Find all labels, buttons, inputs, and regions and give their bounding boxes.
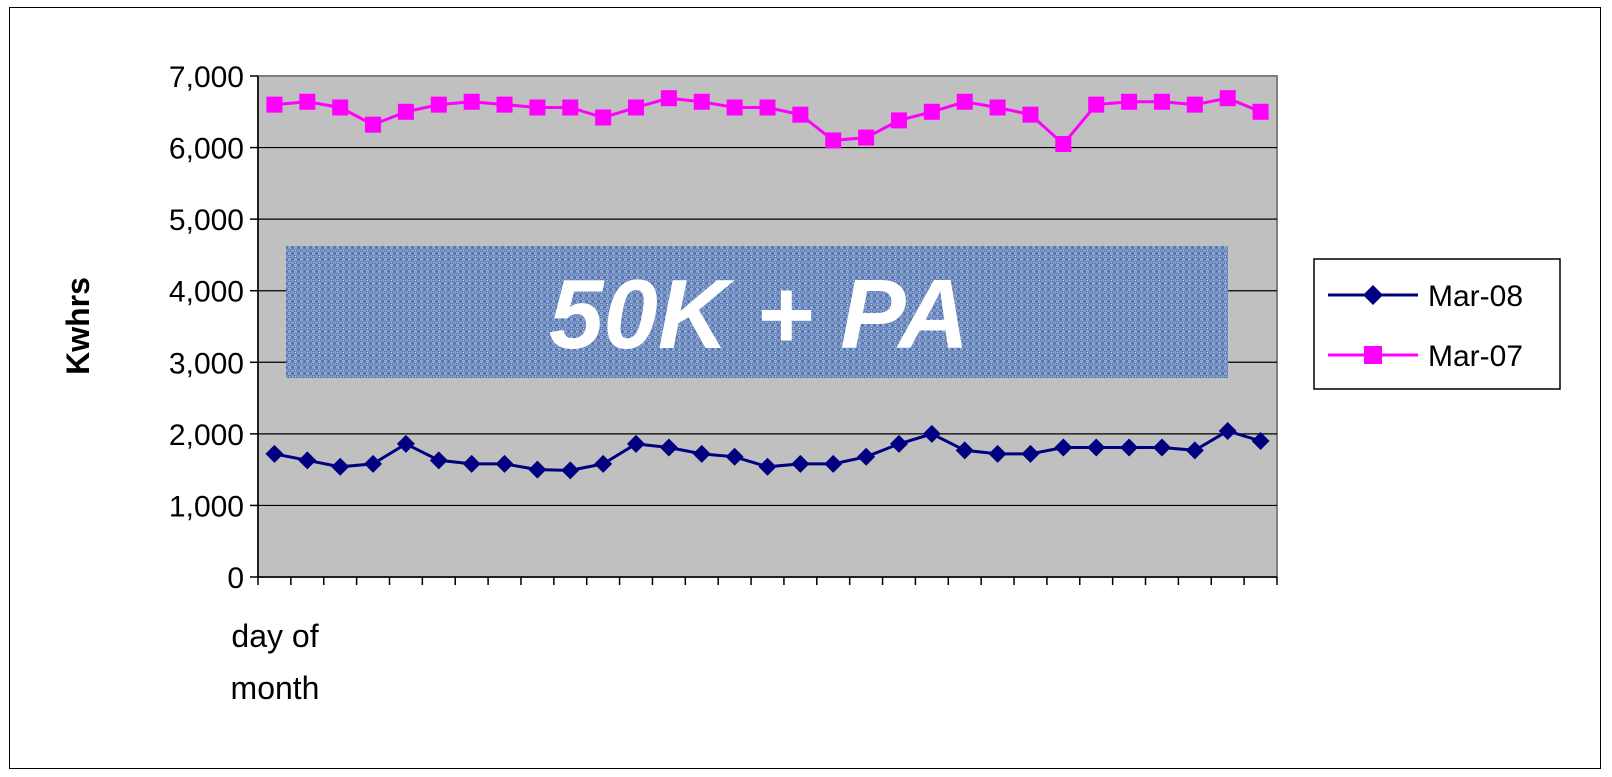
x-axis-title-line-1: day of xyxy=(231,618,318,654)
data-point-mar-07 xyxy=(858,129,875,146)
data-point-mar-08 xyxy=(298,451,317,470)
y-tick-label: 5,000 xyxy=(169,204,244,237)
data-point-mar-07 xyxy=(1121,93,1138,110)
data-point-mar-07 xyxy=(1055,135,1072,152)
data-point-mar-07 xyxy=(989,99,1006,116)
data-point-mar-08 xyxy=(364,454,383,473)
annotation-background xyxy=(286,246,1228,378)
x-axis-title-line-2: month xyxy=(231,670,320,706)
data-point-mar-08 xyxy=(857,447,876,466)
data-point-mar-08 xyxy=(561,461,580,480)
data-point-mar-08 xyxy=(1185,441,1204,460)
data-point-mar-08 xyxy=(922,424,941,443)
data-point-mar-08 xyxy=(988,444,1007,463)
data-point-mar-07 xyxy=(332,99,349,116)
data-point-mar-08 xyxy=(824,454,843,473)
data-point-mar-08 xyxy=(627,434,646,453)
data-point-mar-08 xyxy=(758,457,777,476)
data-point-mar-08 xyxy=(1152,438,1171,457)
data-point-mar-08 xyxy=(265,444,284,463)
data-point-mar-08 xyxy=(692,444,711,463)
data-point-mar-07 xyxy=(266,96,283,113)
legend: Mar-08 Mar-07 xyxy=(1313,258,1561,390)
data-point-mar-07 xyxy=(792,106,809,123)
data-point-mar-08 xyxy=(1251,432,1270,451)
y-tick-label: 2,000 xyxy=(169,419,244,452)
series-layer xyxy=(265,90,1270,480)
annotation-text: 50K + PA xyxy=(549,259,969,369)
data-point-mar-07 xyxy=(1252,103,1269,120)
data-point-mar-07 xyxy=(365,116,382,133)
data-point-mar-07 xyxy=(595,109,612,126)
data-point-mar-08 xyxy=(462,454,481,473)
data-point-mar-08 xyxy=(1021,444,1040,463)
legend-marker-mar-07 xyxy=(1364,346,1382,364)
series-mar-08 xyxy=(265,421,1270,480)
data-point-mar-07 xyxy=(529,99,546,116)
data-point-mar-07 xyxy=(825,132,842,149)
data-point-mar-08 xyxy=(955,441,974,460)
y-tick-label: 0 xyxy=(227,562,244,595)
data-point-mar-07 xyxy=(1219,90,1236,107)
data-point-mar-07 xyxy=(299,93,316,110)
data-point-mar-08 xyxy=(659,438,678,457)
data-point-mar-08 xyxy=(1120,438,1139,457)
data-point-mar-07 xyxy=(726,99,743,116)
data-point-mar-08 xyxy=(1054,438,1073,457)
data-point-mar-08 xyxy=(495,454,514,473)
data-point-mar-08 xyxy=(889,434,908,453)
data-point-mar-07 xyxy=(430,96,447,113)
data-point-mar-08 xyxy=(594,454,613,473)
legend-marker-mar-08 xyxy=(1363,285,1383,305)
data-point-mar-08 xyxy=(429,451,448,470)
data-point-mar-07 xyxy=(1186,96,1203,113)
data-point-mar-08 xyxy=(528,460,547,479)
data-point-mar-07 xyxy=(923,103,940,120)
y-tick-label: 7,000 xyxy=(169,61,244,94)
legend-label-mar-07: Mar-07 xyxy=(1428,340,1523,373)
y-axis: 0 1,000 2,000 3,000 4,000 5,000 6,000 7,000 xyxy=(169,61,259,595)
data-point-mar-07 xyxy=(1088,96,1105,113)
data-point-mar-07 xyxy=(397,103,414,120)
y-tick-label: 3,000 xyxy=(169,347,244,380)
data-point-mar-07 xyxy=(660,90,677,107)
data-point-mar-07 xyxy=(463,93,480,110)
y-axis-title: Kwhrs xyxy=(60,277,96,375)
data-point-mar-07 xyxy=(693,93,710,110)
legend-label-mar-08: Mar-08 xyxy=(1428,280,1523,313)
annotation-box: 50K + PA xyxy=(286,246,1228,378)
data-point-mar-08 xyxy=(1087,438,1106,457)
data-point-mar-07 xyxy=(759,99,776,116)
data-point-mar-08 xyxy=(396,434,415,453)
y-tick-label: 6,000 xyxy=(169,133,244,166)
data-point-mar-07 xyxy=(562,99,579,116)
data-point-mar-08 xyxy=(791,454,810,473)
y-tick-label: 4,000 xyxy=(169,276,244,309)
data-point-mar-07 xyxy=(956,93,973,110)
legend-box xyxy=(1313,258,1561,390)
x-axis xyxy=(257,576,1278,585)
series-mar-07 xyxy=(266,90,1269,152)
data-point-mar-08 xyxy=(331,457,350,476)
data-point-mar-07 xyxy=(1153,93,1170,110)
data-point-mar-07 xyxy=(890,112,907,129)
data-point-mar-08 xyxy=(1218,421,1237,440)
data-point-mar-08 xyxy=(725,447,744,466)
data-point-mar-07 xyxy=(628,99,645,116)
data-point-mar-07 xyxy=(496,96,513,113)
y-tick-label: 1,000 xyxy=(169,490,244,523)
data-point-mar-07 xyxy=(1022,106,1039,123)
